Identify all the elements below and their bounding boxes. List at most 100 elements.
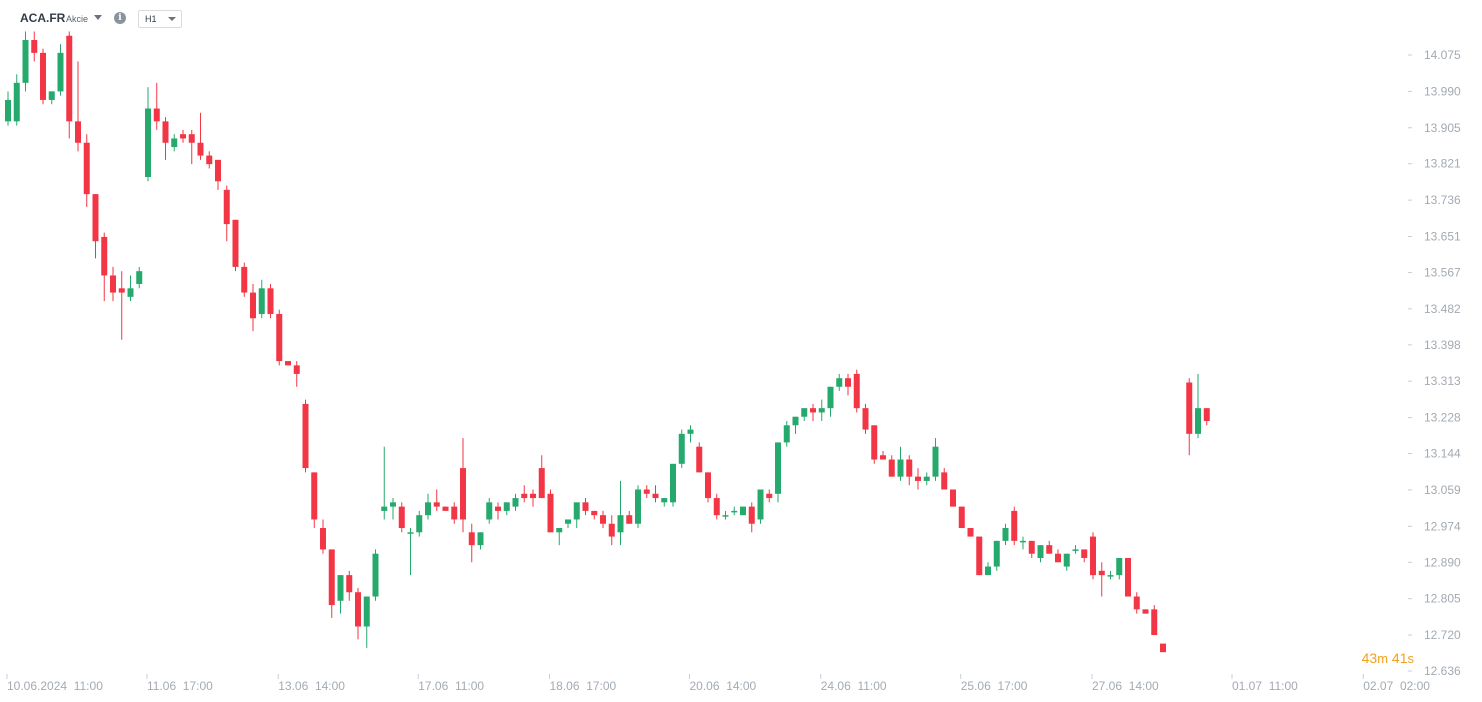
candle-body [477, 532, 484, 546]
candle-body [442, 506, 449, 511]
candle-body [101, 236, 108, 276]
candle-down [311, 472, 318, 529]
candle-body [468, 532, 475, 546]
candle-body [810, 408, 816, 413]
candle-body [897, 459, 904, 477]
candle-up [722, 510, 729, 520]
candle-body [538, 468, 545, 499]
candle-body [740, 506, 746, 516]
candle-down [626, 510, 633, 524]
candle-down [1055, 549, 1061, 563]
countdown-minutes: 43 [1361, 650, 1378, 666]
candle-down [696, 442, 703, 473]
candle-body [1195, 408, 1201, 434]
candle-up [687, 425, 694, 443]
candle-body [941, 472, 948, 490]
candle-body [503, 502, 510, 511]
candle-down [110, 266, 116, 302]
candle-body [766, 493, 773, 499]
candle-down [92, 194, 99, 259]
candle-down [976, 536, 983, 576]
candle-body [188, 134, 195, 143]
candle-down [223, 185, 230, 242]
candle-body [836, 378, 843, 387]
candle-down [83, 134, 90, 207]
candle-up [145, 87, 151, 182]
candle-body [705, 472, 711, 499]
candle-body [775, 442, 781, 494]
chart-toolbar: ACA.FR Akcie i H1 [0, 0, 400, 36]
candle-up [363, 596, 370, 648]
candle-down [101, 232, 108, 302]
candle-body [687, 429, 694, 434]
x-tick-label: 18.06 17:00 [550, 679, 617, 693]
candle-body [582, 502, 589, 511]
candle-down [1011, 506, 1018, 546]
candle-up [757, 489, 764, 524]
candle-body [293, 365, 300, 374]
instrument-type-label: Akcie [66, 14, 89, 24]
y-tick-label: 13.821 [1424, 157, 1461, 171]
candle-down [915, 468, 921, 490]
candle-down [468, 523, 475, 563]
candle-body [372, 553, 379, 597]
y-tick-label: 13.228 [1424, 411, 1461, 425]
y-tick-label: 13.398 [1424, 338, 1461, 352]
y-tick-label: 13.736 [1424, 193, 1461, 207]
candle-down [75, 61, 81, 152]
candle-body [57, 52, 64, 92]
candle-down [495, 502, 501, 520]
candle-up [13, 74, 20, 126]
candle-body [967, 528, 974, 537]
candle-up [486, 498, 493, 524]
candle-body [346, 575, 353, 593]
candle-down [250, 284, 256, 332]
candle-up [127, 275, 134, 302]
candle-down [40, 48, 46, 105]
candle-body [110, 275, 116, 293]
candle-down [958, 506, 965, 529]
candle-up [740, 506, 746, 516]
chevron-down-icon[interactable] [94, 15, 102, 20]
candle-body [906, 459, 913, 477]
candle-down [232, 219, 239, 272]
candle-body [495, 506, 501, 511]
y-tick-label: 12.805 [1424, 592, 1461, 606]
y-tick-label: 12.636 [1424, 664, 1461, 678]
candle-down [652, 485, 659, 503]
candle-up [792, 416, 799, 434]
candle-up [136, 266, 143, 289]
candle-body [985, 566, 991, 576]
candle-body [171, 138, 178, 148]
candle-body [591, 510, 598, 516]
candle-down [591, 510, 598, 520]
candle-down [188, 129, 195, 165]
candle-body [512, 498, 519, 507]
candle-body [153, 108, 160, 122]
candle-up [407, 528, 414, 576]
candle-body [1125, 557, 1131, 597]
y-tick-label: 12.974 [1424, 519, 1461, 533]
info-icon[interactable]: i [114, 12, 126, 24]
symbol-label[interactable]: ACA.FR [20, 11, 66, 25]
candle-body [328, 549, 335, 606]
candle-body [1002, 528, 1009, 541]
candle-body [22, 40, 29, 83]
candle-down [1090, 532, 1096, 580]
candle-down [713, 493, 720, 520]
candle-down [206, 151, 213, 169]
candle-up [670, 463, 676, 507]
candle-body [433, 502, 440, 507]
candle-up [565, 519, 571, 529]
candle-body [451, 506, 458, 520]
candle-down [302, 399, 309, 473]
candle-down [153, 82, 160, 130]
candle-up [512, 493, 519, 511]
candle-body [565, 519, 571, 524]
candle-body [232, 219, 239, 267]
timeframe-select[interactable]: H1 [138, 10, 182, 28]
candle-body [722, 515, 729, 517]
candle-down [197, 112, 204, 160]
candle-body [1011, 510, 1018, 541]
